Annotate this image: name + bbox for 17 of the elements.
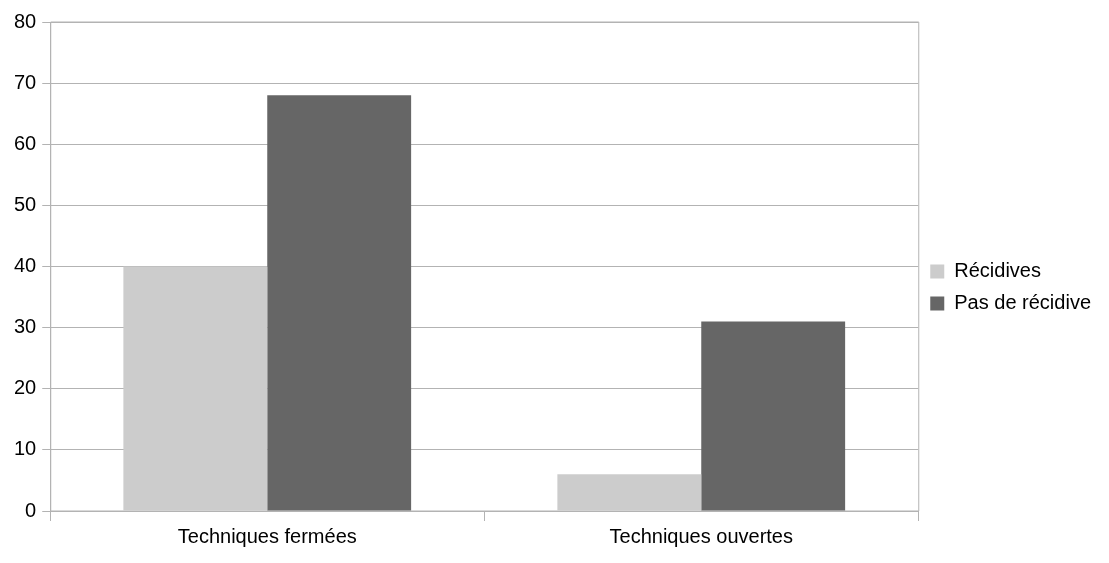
y-tick-label: 0 <box>25 498 37 521</box>
legend-label: Pas de récidive <box>954 291 1092 314</box>
bar <box>557 474 702 511</box>
x-tick-label: Techniques fermées <box>177 524 357 547</box>
y-tick-label: 60 <box>14 131 37 154</box>
bar <box>123 266 268 511</box>
y-tick-label: 70 <box>14 70 37 93</box>
legend-label: Récidives <box>954 259 1041 282</box>
y-tick-label: 30 <box>14 315 37 338</box>
y-tick-label: 20 <box>14 376 37 399</box>
bar <box>267 95 412 511</box>
y-tick-label: 50 <box>14 192 37 215</box>
bar <box>701 321 846 511</box>
y-tick-label: 40 <box>14 254 37 277</box>
y-tick-label: 10 <box>14 437 37 460</box>
y-tick-label: 80 <box>14 9 37 32</box>
x-tick-label: Techniques ouvertes <box>609 524 793 547</box>
